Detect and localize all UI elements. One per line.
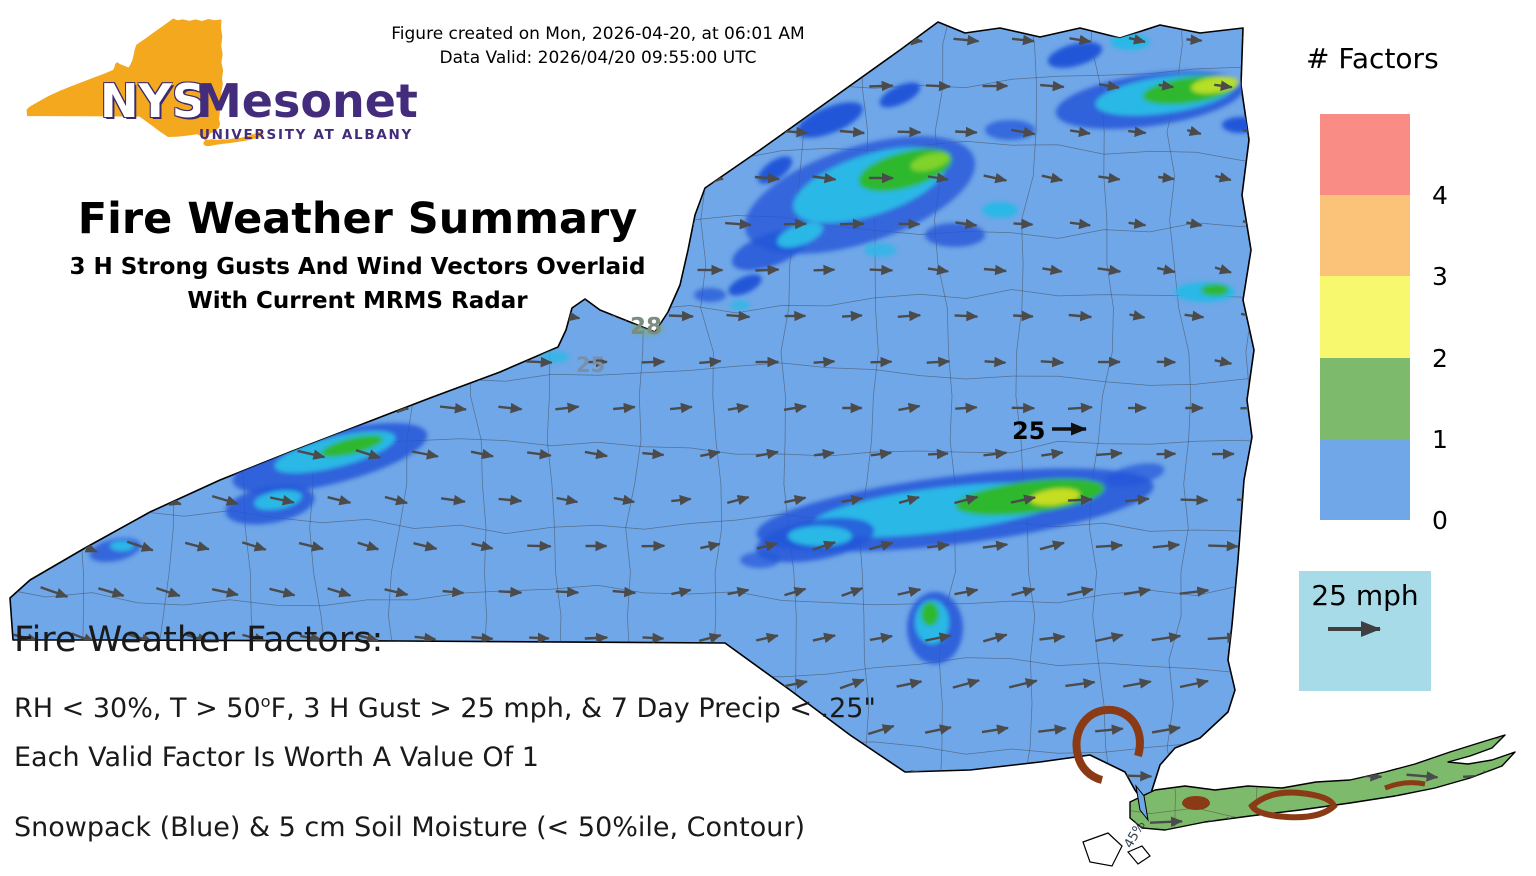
criteria-pre: RH < 30%, T > 50 — [14, 693, 261, 724]
gust-label-25-black: 25 — [1012, 417, 1045, 445]
colorbar-band-3 — [1320, 195, 1410, 277]
logo-affiliation: UNIVERSITY AT ALBANY — [199, 127, 413, 143]
logo-name: Mesonet — [196, 74, 418, 128]
colorbar-tick-4: 4 — [1432, 181, 1448, 210]
factors-colorbar — [1320, 114, 1410, 521]
soil-moisture-contours — [1072, 705, 1426, 821]
colorbar-tick-3: 3 — [1432, 262, 1448, 291]
factors-criteria-line: RH < 30%, T > 50oF, 3 H Gust > 25 mph, &… — [14, 692, 876, 724]
page-title: Fire Weather Summary — [77, 194, 638, 244]
figure-meta: Figure created on Mon, 2026-04-20, at 06… — [298, 22, 898, 70]
factor-value-note: Each Valid Factor Is Worth A Value Of 1 — [14, 742, 539, 773]
mrms-radar-echoes — [89, 34, 1254, 664]
wind-scale-label: 25 mph — [1311, 579, 1419, 612]
criteria-post: F, 3 H Gust > 25 mph, & 7 Day Precip < .… — [270, 693, 876, 724]
wind-scale-arrow-icon — [1328, 621, 1381, 637]
snowpack-soil-note: Snowpack (Blue) & 5 cm Soil Moisture (< … — [14, 812, 806, 843]
wind-scale-reference: 25 mph — [1299, 571, 1431, 691]
colorbar-tick-1: 1 — [1432, 425, 1448, 454]
colorbar-tick-2: 2 — [1432, 344, 1448, 373]
colorbar-band-4 — [1320, 114, 1410, 196]
subtitle-line-2: With Current MRMS Radar — [187, 288, 528, 314]
colorbar-band-0 — [1320, 438, 1410, 521]
gust-label-28: 28 — [630, 314, 662, 340]
legend-title: # Factors — [1306, 42, 1439, 75]
factors-heading: Fire Weather Factors: — [14, 620, 384, 660]
nyc-islands — [1082, 784, 1151, 867]
logo-acronym: NYS — [100, 74, 205, 128]
colorbar-tick-0: 0 — [1432, 506, 1448, 535]
colorbar-band-2 — [1320, 276, 1410, 358]
figure-created-line: Figure created on Mon, 2026-04-20, at 06… — [391, 24, 805, 44]
data-valid-line: Data Valid: 2026/04/20 09:55:00 UTC — [439, 48, 757, 68]
criteria-degree-sup: o — [260, 692, 271, 711]
subtitle-line-1: 3 H Strong Gusts And Wind Vectors Overla… — [69, 254, 646, 280]
colorbar-band-1 — [1320, 357, 1410, 439]
gust-label-25-gray: 25 — [576, 353, 605, 377]
